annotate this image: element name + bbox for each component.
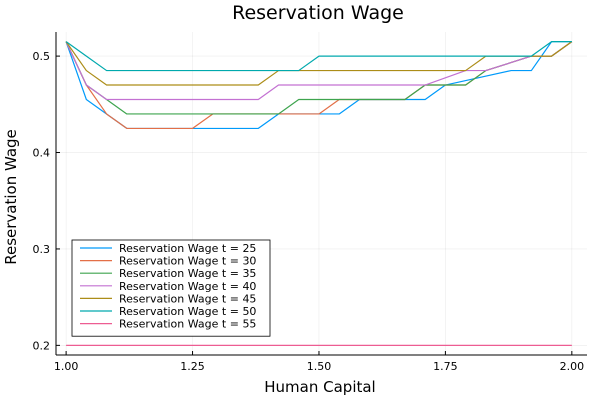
x-tick-label: 1.75: [433, 360, 458, 373]
y-tick-label: 0.3: [33, 243, 51, 256]
legend-entry: Reservation Wage t = 50: [119, 305, 256, 318]
y-axis-label: Reservation Wage: [2, 129, 20, 265]
x-tick-label: 2.00: [560, 360, 585, 373]
y-tick-label: 0.2: [33, 339, 51, 352]
x-tick-label: 1.00: [54, 360, 79, 373]
legend-entry: Reservation Wage t = 35: [119, 267, 256, 280]
legend-entry: Reservation Wage t = 40: [119, 280, 256, 293]
legend-entry: Reservation Wage t = 25: [119, 242, 256, 255]
chart-title: Reservation Wage: [232, 2, 404, 24]
legend-entry: Reservation Wage t = 30: [119, 255, 256, 268]
y-ticks: 0.2 0.3 0.4 0.5: [33, 50, 60, 352]
y-tick-label: 0.4: [33, 147, 51, 160]
series-lines: [65, 41, 573, 346]
x-ticks: 1.00 1.25 1.50 1.75 2.00: [54, 351, 584, 373]
y-tick-label: 0.5: [33, 50, 51, 63]
legend-entry: Reservation Wage t = 55: [119, 318, 256, 331]
legend-entry: Reservation Wage t = 45: [119, 292, 256, 305]
x-axis-label: Human Capital: [264, 378, 375, 396]
x-tick-label: 1.25: [180, 360, 205, 373]
axes: [55, 32, 587, 356]
series-line-6: [65, 41, 572, 72]
x-tick-label: 1.50: [307, 360, 332, 373]
legend-box: [71, 239, 271, 337]
